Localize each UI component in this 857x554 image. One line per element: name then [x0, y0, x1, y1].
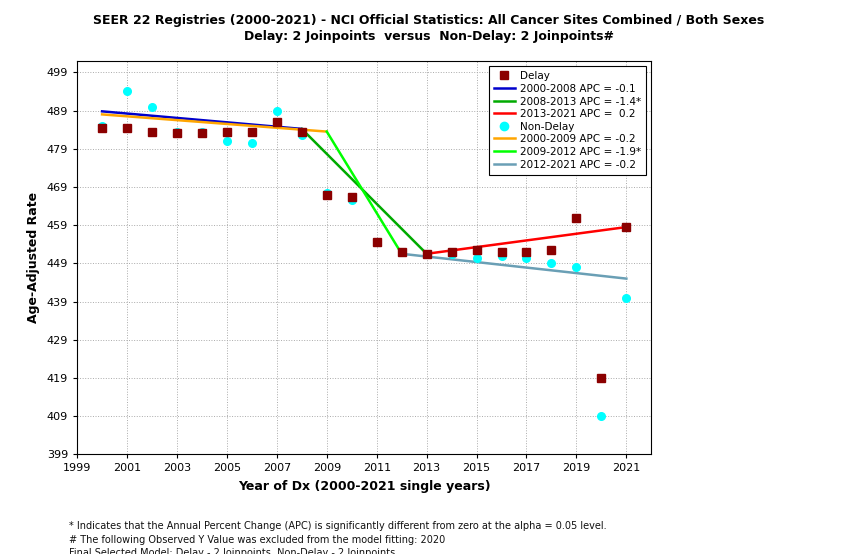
Text: Delay: 2 Joinpoints  versus  Non-Delay: 2 Joinpoints#: Delay: 2 Joinpoints versus Non-Delay: 2 … — [243, 30, 614, 43]
X-axis label: Year of Dx (2000-2021 single years): Year of Dx (2000-2021 single years) — [238, 480, 490, 493]
Y-axis label: Age-Adjusted Rate: Age-Adjusted Rate — [27, 192, 39, 323]
Text: # The following Observed Y Value was excluded from the model fitting: 2020: # The following Observed Y Value was exc… — [69, 535, 445, 545]
Legend: Delay, 2000-2008 APC = -0.1, 2008-2013 APC = -1.4*, 2013-2021 APC =  0.2, Non-De: Delay, 2000-2008 APC = -0.1, 2008-2013 A… — [488, 66, 646, 175]
Text: SEER 22 Registries (2000-2021) - NCI Official Statistics: All Cancer Sites Combi: SEER 22 Registries (2000-2021) - NCI Off… — [93, 14, 764, 27]
Text: * Indicates that the Annual Percent Change (APC) is significantly different from: * Indicates that the Annual Percent Chan… — [69, 521, 606, 531]
Text: Final Selected Model: Delay - 2 Joinpoints, Non-Delay - 2 Joinpoints.: Final Selected Model: Delay - 2 Joinpoin… — [69, 548, 398, 554]
